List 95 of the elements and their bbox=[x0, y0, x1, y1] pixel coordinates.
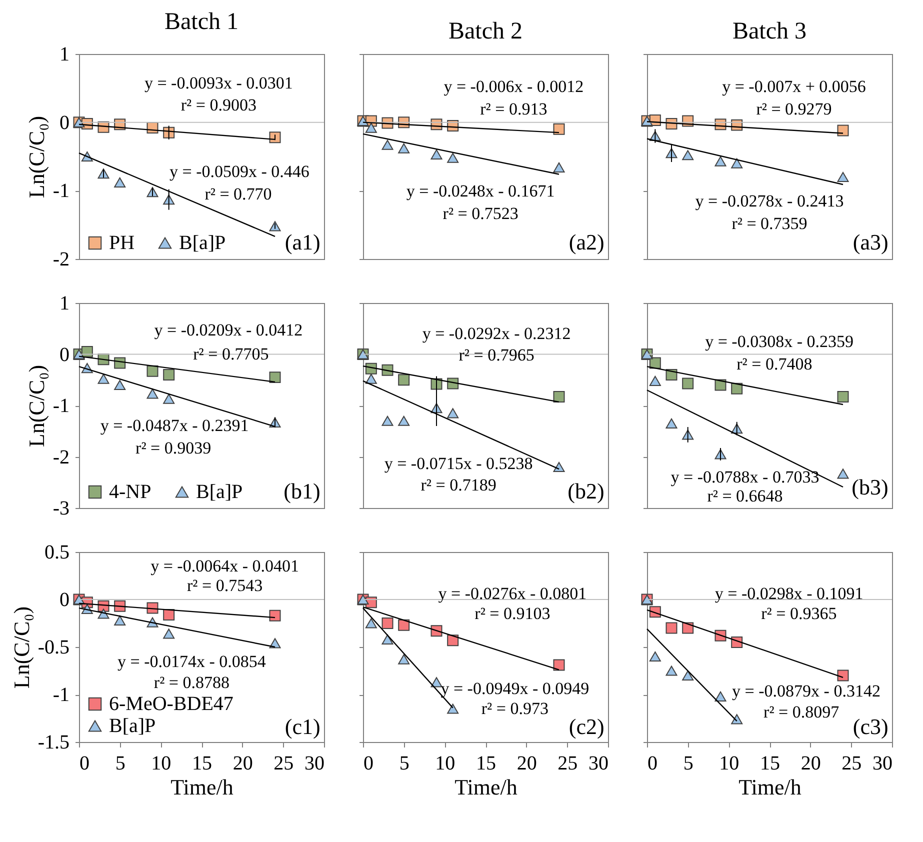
annotation: r² = 0.7965 bbox=[458, 345, 534, 364]
annotation: r² = 0.770 bbox=[204, 184, 272, 204]
x-axis-title: Time/h bbox=[170, 774, 234, 800]
annotation: r² = 0.7543 bbox=[186, 576, 263, 596]
x-tick-label: 25 bbox=[274, 752, 294, 774]
legend-label: B[a]P bbox=[109, 715, 156, 737]
y-tick-label: 0.5 bbox=[44, 542, 70, 564]
legend-label: PH bbox=[109, 232, 135, 254]
y-tick-label: -1 bbox=[52, 180, 70, 202]
annotation: y = -0.0715x - 0.5238 bbox=[384, 454, 533, 473]
y-tick-label: 1 bbox=[60, 292, 70, 314]
annotation: (a1) bbox=[284, 230, 320, 255]
annotation: y = -0.0209x - 0.0412 bbox=[154, 320, 303, 340]
annotation: y = -0.0248x - 0.1671 bbox=[406, 181, 555, 200]
y-axis-title: Ln(C/C₀) bbox=[8, 606, 34, 689]
x-tick-label: 25 bbox=[558, 752, 578, 774]
annotation: r² = 0.9003 bbox=[180, 95, 256, 114]
y-tick-label: 1 bbox=[60, 44, 70, 66]
y-tick-label: -0.5 bbox=[38, 636, 70, 658]
y-tick-label: 0 bbox=[60, 344, 70, 366]
annotation: y = -0.0276x - 0.0801 bbox=[438, 584, 587, 603]
y-tick-label: -3 bbox=[52, 498, 70, 520]
x-tick-label: 10 bbox=[151, 752, 172, 774]
annotation: r² = 0.7523 bbox=[442, 204, 518, 223]
x-tick-label: 0 bbox=[648, 752, 658, 774]
annotation: r² = 0.8097 bbox=[764, 702, 840, 722]
y-tick-label: 0 bbox=[60, 112, 70, 134]
x-tick-label: 5 bbox=[399, 752, 410, 774]
annotation: y = -0.0174x - 0.0854 bbox=[117, 652, 266, 672]
x-tick-label: 0 bbox=[80, 752, 90, 774]
annotation: (c3) bbox=[852, 714, 888, 739]
annotation: r² = 0.9365 bbox=[761, 604, 837, 623]
y-tick-label: -2 bbox=[52, 248, 70, 270]
annotation: (b1) bbox=[284, 478, 320, 504]
x-tick-label: 30 bbox=[588, 752, 608, 774]
annotation: (a3) bbox=[852, 230, 888, 255]
chart-title: Batch 3 bbox=[732, 18, 806, 44]
annotation: (c1) bbox=[284, 714, 320, 739]
annotation: (a2) bbox=[568, 230, 604, 255]
x-axis-title: Time/h bbox=[738, 774, 802, 800]
annotation: r² = 0.8788 bbox=[154, 673, 230, 692]
annotation: r² = 0.7359 bbox=[732, 214, 808, 234]
annotation: r² = 0.6648 bbox=[707, 486, 783, 506]
annotation: y = -0.0292x - 0.2312 bbox=[422, 324, 571, 343]
x-axis-title: Time/h bbox=[454, 774, 518, 800]
y-tick-label: -1.5 bbox=[38, 732, 70, 754]
annotation: r² = 0.9279 bbox=[756, 99, 832, 118]
chart-title: Batch 1 bbox=[164, 9, 238, 35]
x-tick-label: 15 bbox=[192, 752, 212, 774]
x-tick-label: 5 bbox=[683, 752, 694, 774]
x-tick-label: 20 bbox=[232, 752, 253, 774]
annotation: r² = 0.9103 bbox=[474, 604, 550, 623]
annotation: r² = 0.9039 bbox=[136, 438, 212, 458]
annotation: r² = 0.913 bbox=[480, 99, 548, 118]
annotation: y = -0.0487x - 0.2391 bbox=[100, 416, 249, 435]
annotation: y = -0.0879x - 0.3142 bbox=[732, 682, 880, 701]
annotation: y = -0.0298x - 0.1091 bbox=[714, 584, 864, 603]
annotation: y = -0.006x - 0.0012 bbox=[444, 76, 584, 96]
x-tick-label: 15 bbox=[760, 752, 780, 774]
legend-label: B[a]P bbox=[196, 481, 243, 503]
annotation: y = -0.0064x - 0.0401 bbox=[150, 556, 299, 576]
annotation: r² = 0.7705 bbox=[193, 344, 269, 364]
x-tick-label: 10 bbox=[435, 752, 456, 774]
annotation: (b3) bbox=[852, 474, 888, 500]
legend-label: 4-NP bbox=[109, 481, 152, 503]
annotation: y = -0.0509x - 0.446 bbox=[170, 162, 310, 181]
y-tick-label: 0 bbox=[60, 589, 70, 611]
annotation: r² = 0.7408 bbox=[736, 354, 812, 374]
x-tick-label: 5 bbox=[115, 752, 126, 774]
annotation: y = -0.0308x - 0.2359 bbox=[705, 332, 854, 351]
chart-title: Batch 2 bbox=[448, 18, 522, 44]
x-tick-label: 30 bbox=[304, 752, 324, 774]
x-tick-label: 30 bbox=[872, 752, 892, 774]
legend-label: B[a]P bbox=[179, 232, 226, 254]
x-tick-label: 25 bbox=[842, 752, 862, 774]
annotation: y = -0.007x + 0.0056 bbox=[722, 76, 866, 96]
y-axis-title: Ln(C/C₀) bbox=[24, 364, 49, 448]
x-tick-label: 20 bbox=[800, 752, 821, 774]
annotation: r² = 0.973 bbox=[481, 698, 548, 718]
x-tick-label: 10 bbox=[719, 752, 740, 774]
annotation: y = -0.0949x - 0.0949 bbox=[440, 678, 590, 698]
annotation: y = -0.0278x - 0.2413 bbox=[695, 192, 844, 211]
y-tick-label: -2 bbox=[52, 446, 70, 468]
annotation: y = -0.0093x - 0.0301 bbox=[144, 74, 293, 93]
x-tick-label: 0 bbox=[364, 752, 374, 774]
y-tick-label: -1 bbox=[52, 684, 70, 706]
annotation: y = -0.0788x - 0.7033 bbox=[670, 467, 820, 486]
annotation: (b2) bbox=[568, 478, 604, 504]
x-tick-label: 20 bbox=[516, 752, 537, 774]
annotation: (c2) bbox=[568, 714, 604, 739]
x-tick-label: 15 bbox=[476, 752, 496, 774]
y-axis-title: Ln(C/C₀) bbox=[24, 116, 49, 198]
y-tick-label: -1 bbox=[52, 395, 70, 417]
legend-label: 6-MeO-BDE47 bbox=[109, 693, 234, 715]
annotation: r² = 0.7189 bbox=[420, 475, 496, 494]
